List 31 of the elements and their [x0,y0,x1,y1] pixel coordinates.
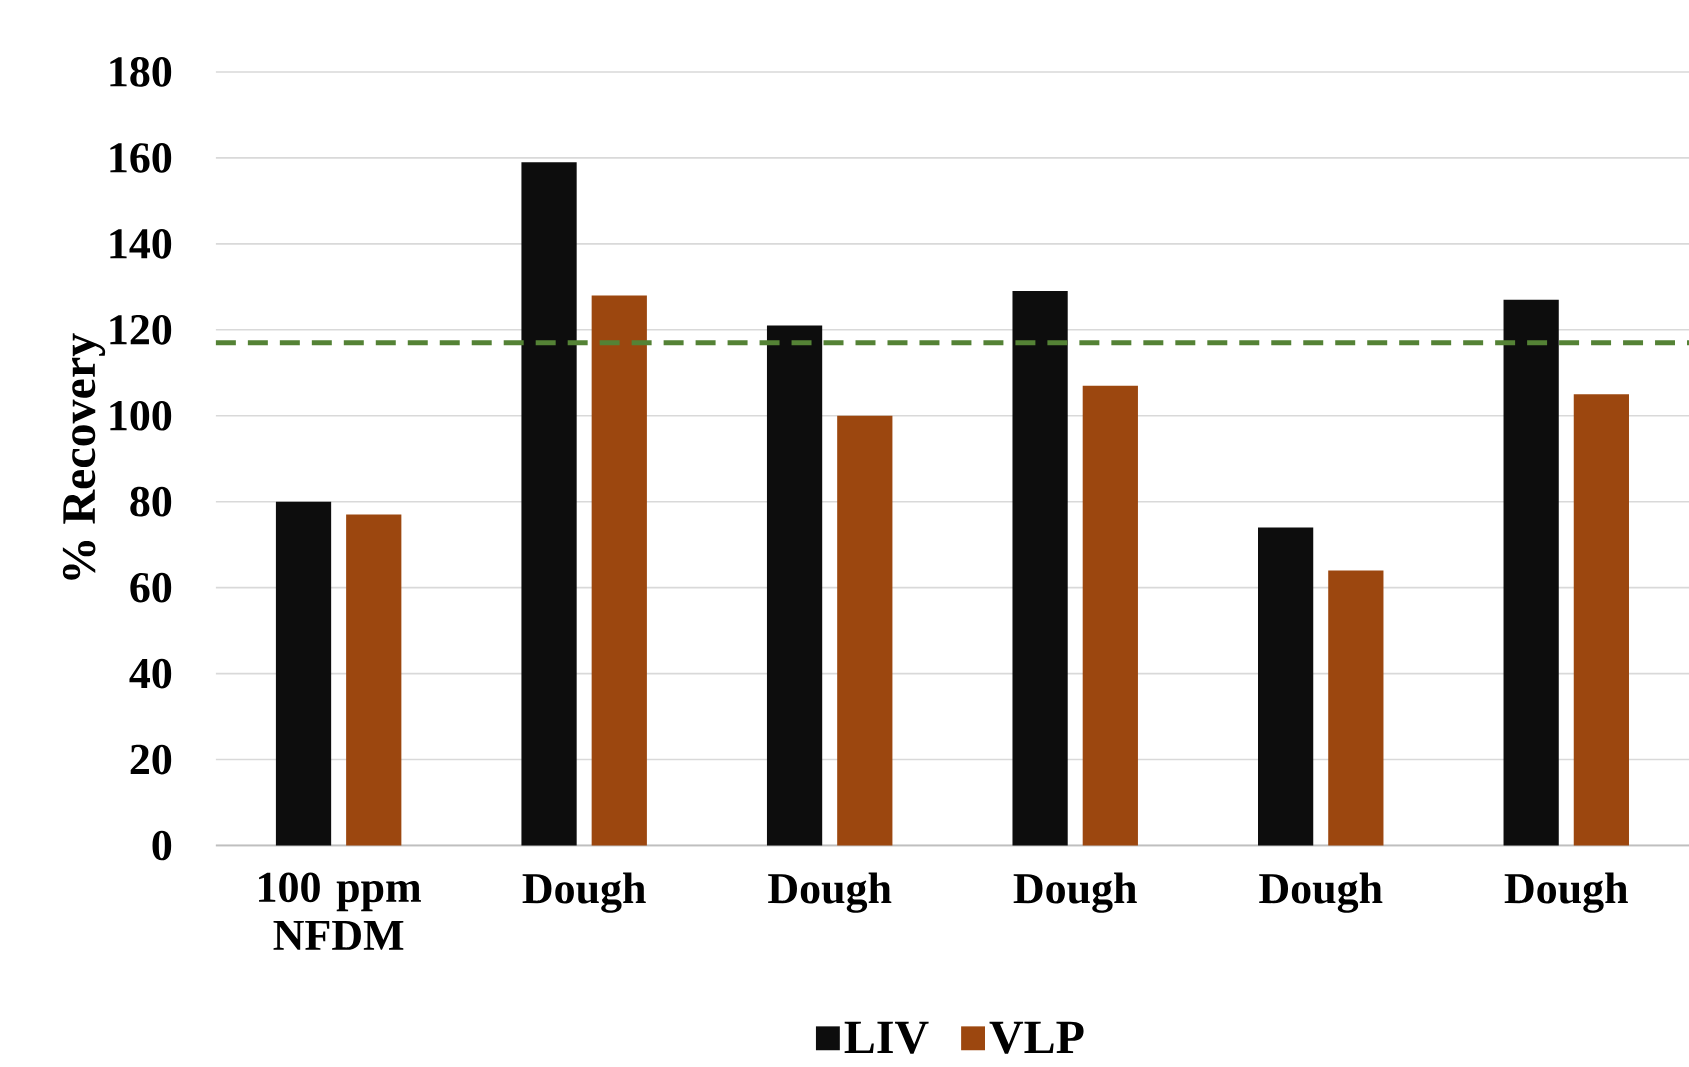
x-tick-label: Dough [768,872,892,913]
bar [275,501,332,846]
x-tick-label: 100 ppm NFDM [259,872,421,950]
y-tick-label: 60 [130,572,172,603]
x-tick-label: Dough [1013,872,1137,913]
bar [1012,290,1068,846]
legend-label: VLP [989,1021,1084,1054]
legend-label: LIV [844,1021,929,1054]
x-tick-label: Dough [522,872,646,913]
bar [1503,299,1559,846]
y-tick-label: 120 [110,314,172,345]
y-tick-label: 140 [110,228,172,259]
x-tick-label: Dough [1259,872,1383,913]
y-tick-label: 80 [130,486,172,517]
bar [1328,570,1384,846]
bar [766,325,823,846]
y-tick-label: 100 [110,400,172,431]
y-tick-label: 20 [130,744,172,775]
bar [837,415,893,846]
bar [1258,527,1314,846]
y-tick-label: 0 [152,830,172,861]
bar [346,514,402,846]
y-tick-label: 40 [129,658,172,689]
y-axis-title: % Recovery [62,333,106,580]
y-tick-label: 160 [110,142,172,173]
y-tick-label: 180 [110,56,172,87]
bar [521,162,577,846]
bar [1573,394,1629,846]
bar [591,295,647,846]
x-tick-label: Dough [1504,872,1628,913]
bar [1082,385,1138,846]
